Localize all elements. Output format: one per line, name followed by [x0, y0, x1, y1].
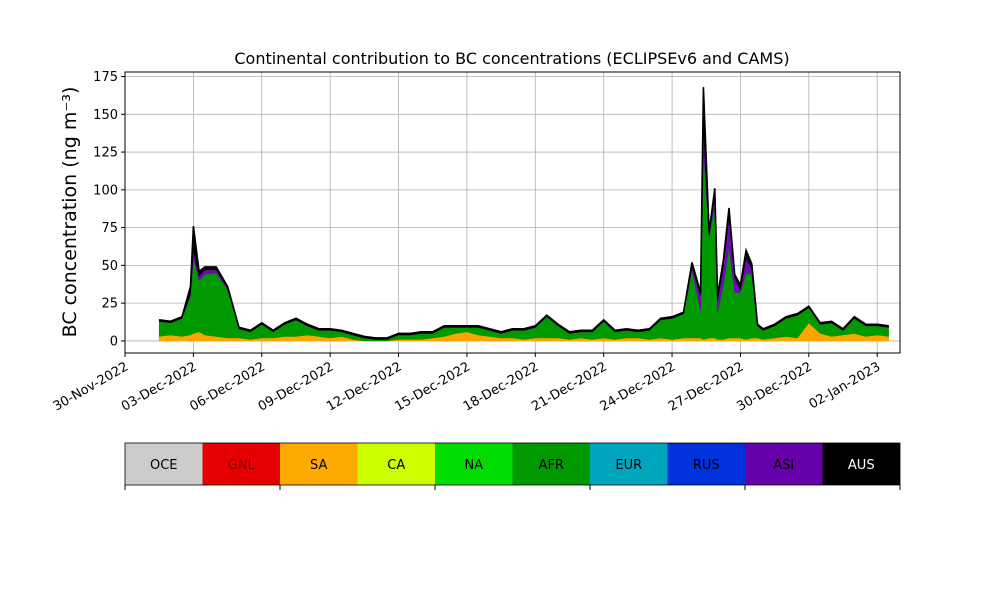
y-tick-label: 100: [93, 183, 118, 198]
x-tick-label: 18-Dec-2022: [461, 359, 541, 414]
legend-swatch-asi: [745, 443, 823, 485]
x-tick-label: 02-Jan-2023: [807, 359, 884, 412]
x-tick-label: 30-Dec-2022: [734, 359, 814, 414]
legend-swatch-gnl: [202, 443, 280, 485]
legend-label-asi: ASI: [773, 458, 794, 473]
y-axis-label: BC concentration (ng m⁻³): [59, 87, 81, 338]
legend-label-ca: CA: [387, 458, 405, 473]
x-tick-label: 12-Dec-2022: [324, 359, 404, 414]
legend-swatch-afr: [512, 443, 590, 485]
stacked-areas: [158, 87, 889, 342]
y-axis: 0 25 50 75 100 125 150 175: [93, 70, 125, 349]
plot-frame: [124, 71, 901, 354]
y-tick-label: 25: [101, 297, 118, 312]
area-aus: [158, 87, 889, 340]
x-tick-label: 30-Nov-2022: [51, 359, 131, 414]
x-tick-label: 03-Dec-2022: [119, 359, 199, 414]
legend-swatch-aus: [822, 443, 900, 485]
y-tick-label: 75: [101, 221, 118, 236]
legend-colorbar: OCE GNL SA CA NA AFR EUR RUS ASI AUS: [124, 442, 901, 490]
area-afr: [158, 148, 889, 342]
y-tick-label: 150: [93, 108, 118, 123]
legend-label-sa: SA: [310, 458, 327, 473]
x-tick-label: 27-Dec-2022: [666, 359, 746, 414]
x-tick-label: 21-Dec-2022: [529, 359, 609, 414]
total-outline: [159, 87, 889, 339]
legend-swatch-na: [435, 443, 513, 485]
legend-swatch-eur: [590, 443, 668, 485]
y-tick-label: 125: [93, 146, 118, 161]
chart-title: Continental contribution to BC concentra…: [234, 49, 789, 68]
x-tick-label: 24-Dec-2022: [598, 359, 678, 414]
grid-lines: [124, 72, 900, 353]
x-tick-label: 09-Dec-2022: [256, 359, 336, 414]
y-tick-label: 175: [93, 70, 118, 85]
area-asi: [159, 127, 889, 340]
legend-swatch-rus: [667, 443, 745, 485]
legend-label-afr: AFR: [539, 458, 564, 473]
legend-label-gnl: GNL: [228, 458, 256, 473]
legend-label-rus: RUS: [693, 458, 720, 473]
legend-swatch-ca: [357, 443, 435, 485]
x-axis: 30-Nov-202203-Dec-202206-Dec-202209-Dec-…: [51, 353, 883, 415]
legend-frame: [124, 442, 901, 486]
legend-swatch-sa: [280, 443, 358, 485]
x-tick-label: 06-Dec-2022: [187, 359, 267, 414]
x-tick-label: 15-Dec-2022: [393, 359, 473, 414]
y-tick-label: 0: [110, 334, 118, 349]
y-tick-label: 50: [101, 259, 118, 274]
legend-label-oce: OCE: [150, 458, 178, 473]
legend-label-aus: AUS: [848, 458, 875, 473]
legend-label-na: NA: [464, 458, 483, 473]
legend-swatch-oce: [125, 443, 203, 485]
legend-label-eur: EUR: [615, 458, 642, 473]
